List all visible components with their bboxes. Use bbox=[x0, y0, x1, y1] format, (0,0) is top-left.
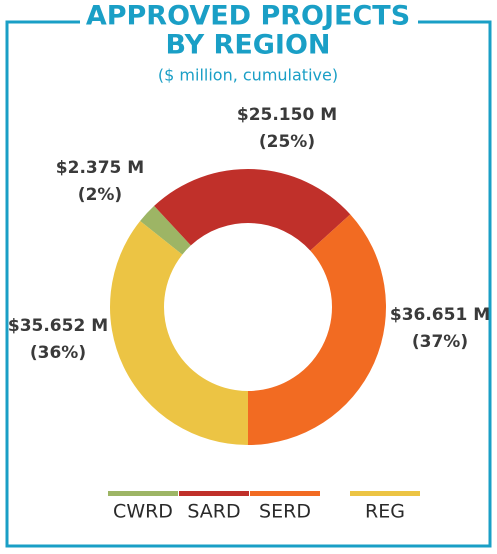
value-label: $2.375 M bbox=[56, 158, 144, 178]
legend-swatch bbox=[179, 491, 249, 496]
donut-slice bbox=[110, 220, 248, 445]
share-label: (37%) bbox=[412, 332, 468, 352]
donut-slice bbox=[154, 169, 351, 251]
legend-label: REG bbox=[365, 501, 405, 523]
share-label: (2%) bbox=[78, 185, 122, 205]
frame-border bbox=[5, 20, 492, 548]
chart-subtitle: ($ million, cumulative) bbox=[158, 66, 338, 85]
legend-swatch bbox=[108, 491, 178, 496]
share-label: (25%) bbox=[259, 132, 315, 152]
legend-swatch bbox=[250, 491, 320, 496]
legend-label: SARD bbox=[187, 501, 240, 523]
value-label: $35.652 M bbox=[8, 316, 108, 336]
value-label: $36.651 M bbox=[390, 305, 490, 325]
chart-title: BY REGION bbox=[165, 30, 330, 61]
donut-slice bbox=[248, 214, 386, 445]
legend-swatch bbox=[350, 491, 420, 496]
donut-slice bbox=[140, 205, 191, 255]
legend-label: CWRD bbox=[113, 501, 173, 523]
chart-title: APPROVED PROJECTS bbox=[86, 1, 410, 32]
frame bbox=[5, 20, 492, 548]
value-label: $25.150 M bbox=[237, 105, 337, 125]
share-label: (36%) bbox=[30, 343, 86, 363]
legend-label: SERD bbox=[259, 501, 311, 523]
